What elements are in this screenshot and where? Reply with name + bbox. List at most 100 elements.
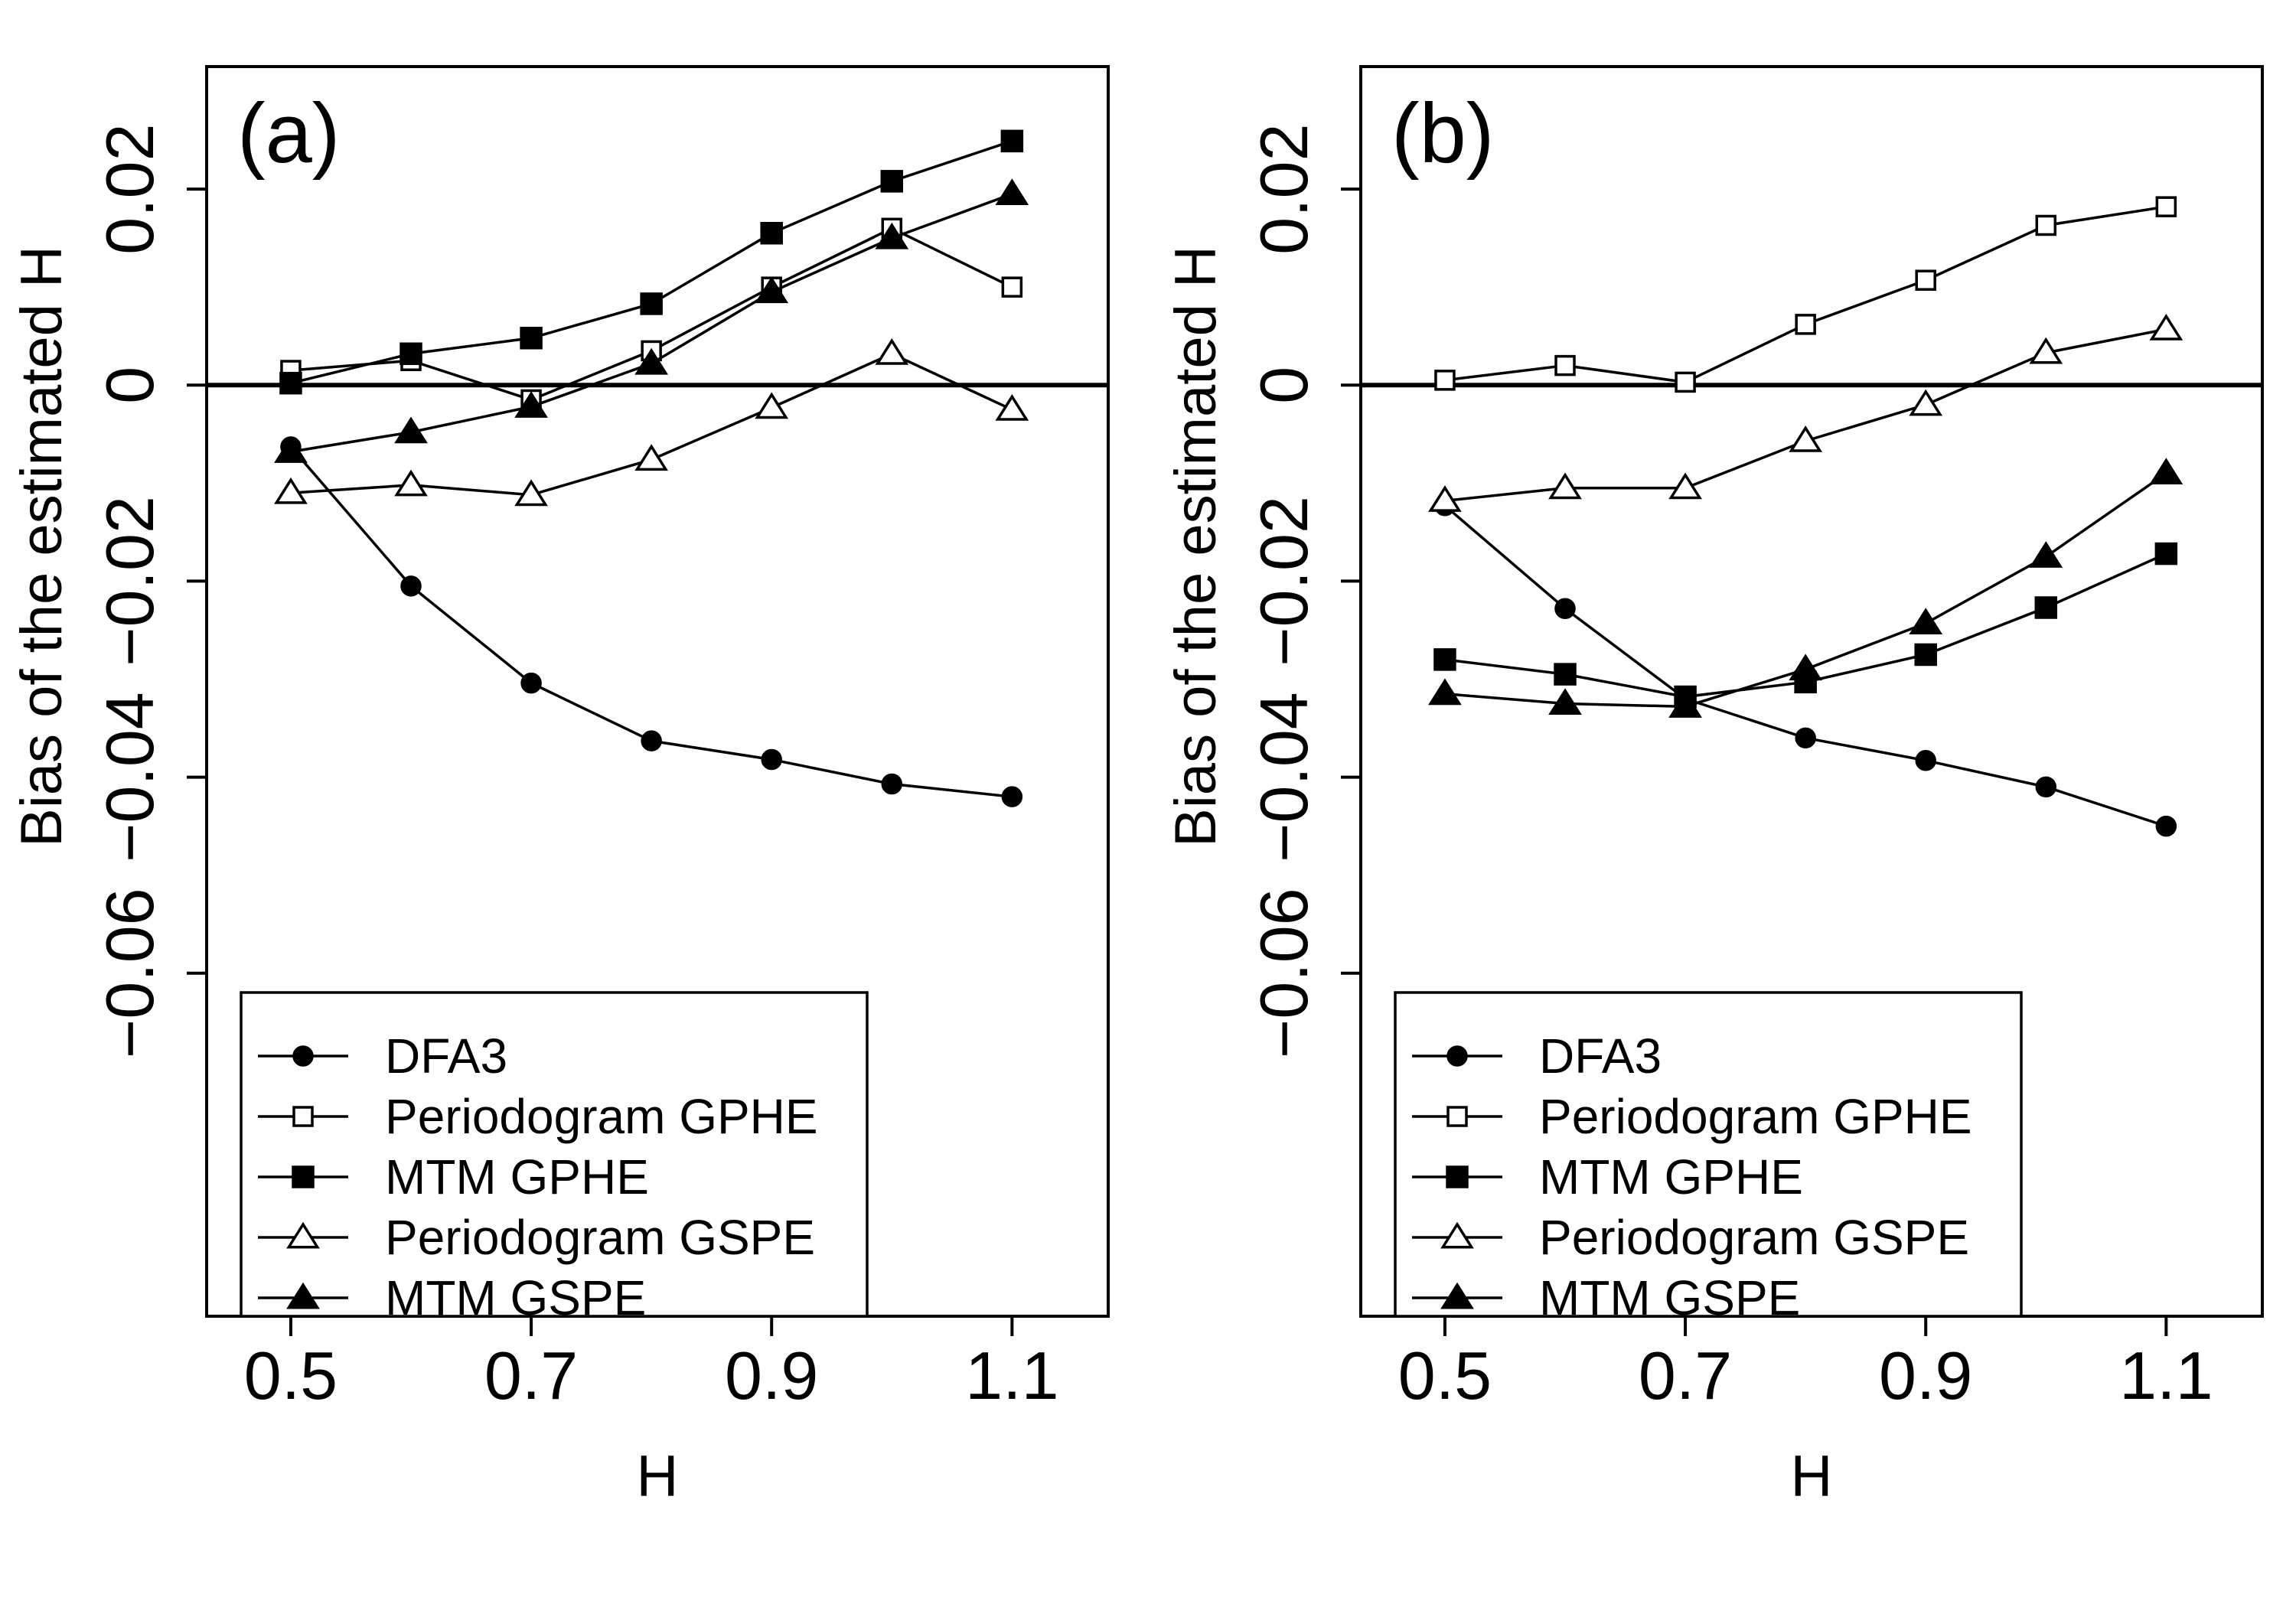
data-point (641, 730, 662, 751)
data-point (1554, 663, 1577, 686)
legend-marker (292, 1106, 314, 1127)
data-point (875, 337, 909, 365)
data-point (2034, 596, 2058, 619)
data-point (1668, 691, 1702, 718)
x-tick-label: 1.1 (965, 1338, 1058, 1413)
y-tick-label: −0.04 (92, 692, 168, 862)
x-tick-label: 1.1 (2119, 1338, 2213, 1413)
data-point (2035, 776, 2057, 798)
legend-label: MTM GPHE (1539, 1149, 1803, 1204)
data-point (394, 469, 428, 497)
legend-label: MTM GPHE (385, 1149, 649, 1204)
data-point (1554, 598, 1576, 620)
y-axis-title: Bias of the estimated H (9, 246, 74, 847)
series-mtm-gspe (1428, 458, 2183, 718)
y-tick-label: −0.04 (1246, 692, 1322, 862)
data-point (520, 327, 543, 350)
legend-label: MTM GSPE (385, 1270, 646, 1325)
data-point (1668, 472, 1702, 500)
series-line (290, 192, 1013, 454)
data-point (755, 276, 789, 304)
data-point (1795, 314, 1816, 335)
data-point (1909, 608, 1943, 634)
legend-box (240, 991, 869, 1318)
data-point (274, 436, 308, 463)
data-point (995, 178, 1029, 206)
legend-marker (1446, 1106, 1468, 1127)
x-tick-label: 0.9 (1879, 1338, 1972, 1413)
data-point (875, 222, 909, 249)
series-mtm-gspe (274, 178, 1029, 463)
data-point (1915, 750, 1936, 771)
y-tick-label: 0.02 (92, 123, 168, 254)
data-point (2035, 214, 2057, 236)
legend-marker (1440, 1221, 1474, 1249)
series-line (1444, 328, 2167, 503)
legend-marker (1446, 1165, 1469, 1188)
data-point (1548, 472, 1582, 500)
y-tick-label: −0.06 (1246, 888, 1322, 1058)
data-point (2149, 458, 2183, 485)
data-point (400, 575, 422, 597)
series-periodogram-gspe (1428, 313, 2183, 512)
x-tick-label: 0.7 (1639, 1338, 1732, 1413)
x-tick-label: 0.5 (244, 1338, 338, 1413)
y-tick-label: −0.02 (92, 496, 168, 667)
data-point (514, 391, 548, 418)
data-point (1428, 485, 1462, 512)
x-tick-label: 0.9 (725, 1338, 818, 1413)
data-point (514, 479, 548, 507)
data-point (1675, 371, 1696, 393)
legend-marker (1446, 1045, 1468, 1067)
data-point (881, 773, 903, 795)
legend-marker (1440, 1282, 1474, 1309)
panel-b: 0.5 0.7 0.9 1.1 −0.06 −0.04 −0.02 0 0.02 H Bias of… (1163, 65, 2264, 1509)
data-point (520, 672, 542, 694)
y-tick-label: 0 (1246, 367, 1322, 404)
data-point (2029, 337, 2063, 364)
data-point (2029, 541, 2063, 568)
legend-label: Periodogram GPHE (385, 1089, 818, 1144)
x-tick-label: 0.5 (1398, 1338, 1492, 1413)
data-point (1795, 727, 1816, 749)
legend-marker (286, 1221, 320, 1249)
data-point (2154, 542, 2178, 566)
legend-label: Periodogram GSPE (1539, 1210, 1969, 1265)
data-point (1548, 688, 1582, 715)
data-point (1789, 654, 1823, 681)
x-axis-title: H (1791, 1444, 1833, 1509)
legend-marker (292, 1045, 314, 1067)
data-point (1001, 786, 1023, 807)
legend-label: Periodogram GPHE (1539, 1089, 1972, 1144)
series-dfa3 (280, 436, 1023, 807)
legend-label: MTM GSPE (1539, 1270, 1800, 1325)
series-line (1444, 205, 2167, 384)
data-point (634, 444, 669, 471)
y-axis-title: Bias of the estimated H (1163, 246, 1228, 847)
y-tick-label: −0.06 (92, 888, 168, 1058)
data-point (1914, 643, 1937, 667)
series-periodogram-gspe (274, 337, 1029, 507)
series-periodogram-gphe (1434, 196, 2177, 393)
panel-a: 0.5 0.7 0.9 1.1 −0.06 −0.04 −0.02 0 0.02 H Bias of… (9, 65, 1110, 1509)
data-point (1000, 129, 1024, 153)
data-point (1428, 678, 1462, 706)
data-point (1001, 276, 1023, 298)
legend-label: DFA3 (1539, 1028, 1662, 1084)
legend-marker (292, 1165, 315, 1188)
legend-box (1394, 991, 2023, 1318)
data-point (2149, 313, 2183, 341)
data-point (274, 477, 308, 504)
series-mtm-gphe (279, 129, 1024, 395)
data-point (760, 221, 783, 245)
data-point (279, 371, 302, 395)
data-point (1433, 648, 1456, 671)
data-point (2155, 196, 2177, 217)
panel-label: (a) (237, 86, 340, 181)
data-point (634, 347, 669, 375)
x-tick-label: 0.7 (484, 1338, 578, 1413)
x-axis-title: H (637, 1444, 679, 1509)
